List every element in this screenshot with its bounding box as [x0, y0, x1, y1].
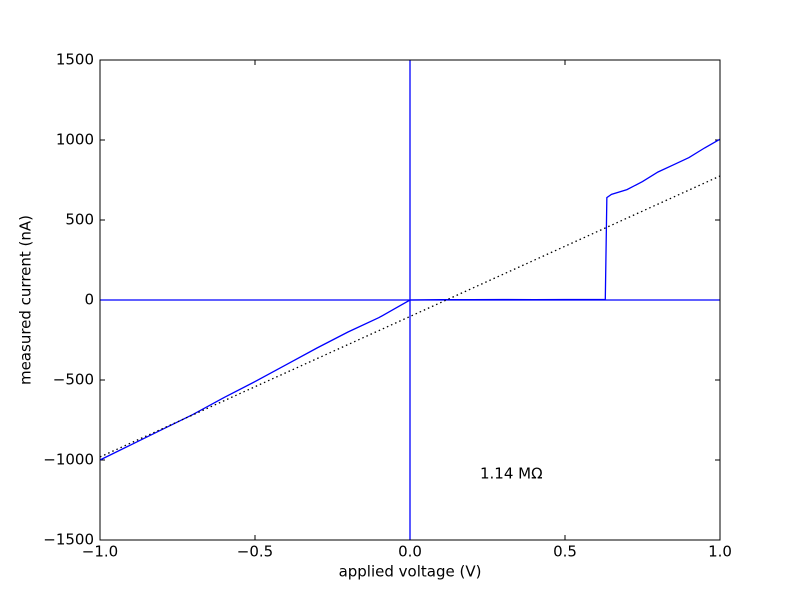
y-tick-label: 1500 [56, 51, 94, 69]
plot-frame [99, 59, 721, 541]
series-line [99, 138, 721, 461]
x-tick-label: 0.0 [398, 543, 422, 561]
y-tick-label: 500 [65, 211, 94, 229]
x-tick-label: −1.0 [82, 543, 118, 561]
y-tick-label: 1000 [56, 131, 94, 149]
series-line [99, 175, 721, 458]
y-tick-label: −500 [53, 371, 94, 389]
x-tick-label: −0.5 [237, 543, 273, 561]
x-tick-label: 1.0 [708, 543, 732, 561]
y-axis-label: measured current (nA) [17, 215, 35, 385]
x-axis-label: applied voltage (V) [339, 563, 482, 581]
y-tick-label: −1500 [43, 531, 94, 549]
y-tick-label: −1000 [43, 451, 94, 469]
x-tick-label: 0.5 [553, 543, 577, 561]
y-tick-label: 0 [84, 291, 94, 309]
annotation: 1.14 MΩ [480, 465, 543, 483]
